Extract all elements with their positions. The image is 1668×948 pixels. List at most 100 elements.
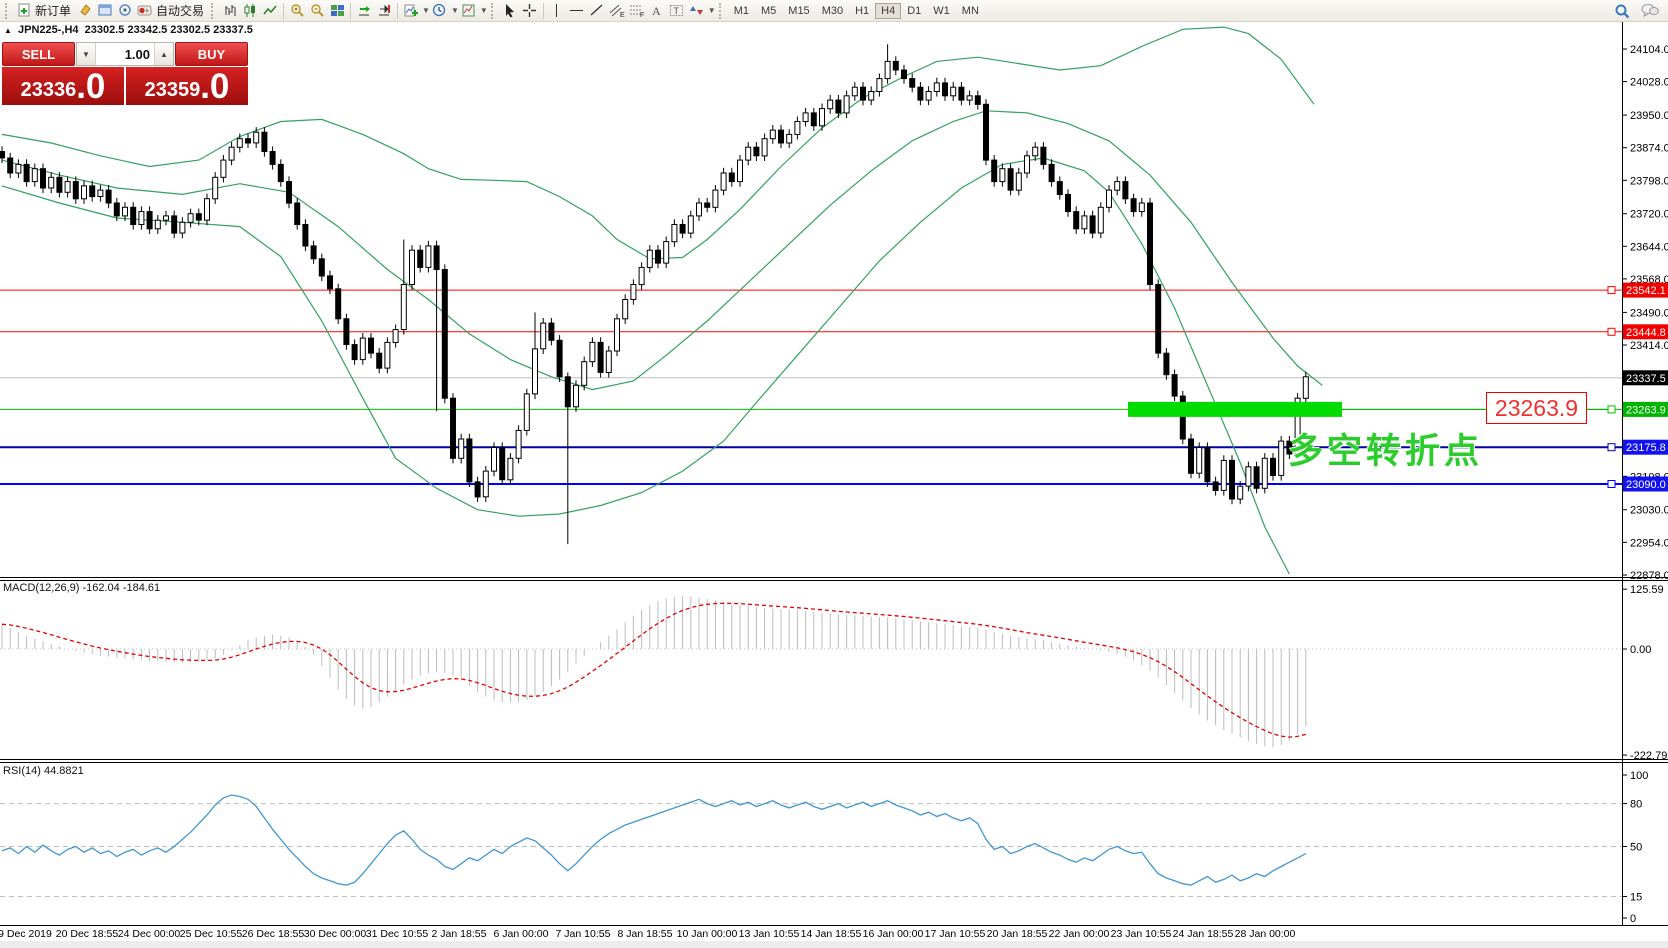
sell-price-frac: .0 [76,67,106,106]
svg-text:13 Jan 10:55: 13 Jan 10:55 [739,928,800,940]
svg-text:0.00: 0.00 [1630,644,1651,656]
candlestick-chart-icon[interactable] [240,2,260,20]
svg-text:9 Dec 2019: 9 Dec 2019 [0,928,52,940]
trendline-icon[interactable] [587,2,607,20]
tile-windows-icon[interactable] [327,2,347,20]
chat-icon[interactable] [1640,2,1660,20]
svg-text:80: 80 [1630,799,1642,811]
svg-text:23950.0: 23950.0 [1630,110,1668,122]
timeframe-m1-button[interactable]: M1 [728,3,755,19]
svg-text:17 Jan 10:55: 17 Jan 10:55 [925,928,986,940]
rsi-label: RSI(14) 44.8821 [3,765,84,777]
toolbar: 新订单 自动交易 [0,0,1668,22]
highlight-annotation [1128,401,1607,417]
styles-icon[interactable] [75,2,95,20]
templates-caret-icon[interactable]: ▼ [479,6,488,15]
svg-text:23644.0: 23644.0 [1630,241,1668,253]
arrows-icon[interactable] [687,2,707,20]
rsi-line [1,794,1307,886]
auto-scroll-icon[interactable] [354,2,374,20]
svg-text:16 Jan 00:00: 16 Jan 00:00 [863,928,924,940]
indicators-icon[interactable] [401,2,421,20]
toolbar-grip [5,2,11,19]
svg-text:24028.0: 24028.0 [1630,77,1668,89]
svg-text:24104.0: 24104.0 [1630,44,1668,56]
svg-text:22 Jan 00:00: 22 Jan 00:00 [1049,928,1110,940]
indicators-caret-icon[interactable]: ▼ [422,6,430,15]
timeframe-d1-button[interactable]: D1 [901,3,927,19]
svg-text:22954.0: 22954.0 [1630,537,1668,549]
news-icon[interactable] [115,2,135,20]
toolbar-separator [542,2,544,19]
buy-button[interactable]: BUY [175,42,248,66]
symbol-ohlc: 23302.5 23342.5 23302.5 23337.5 [84,24,253,36]
macd-label: MACD(12,26,9) -162.04 -184.61 [3,582,161,594]
templates-icon[interactable] [459,2,479,20]
svg-text:T: T [674,6,680,16]
horizontal-line-icon[interactable] [567,2,587,20]
timeframe-m15-button[interactable]: M15 [782,3,815,19]
line-chart-icon[interactable] [260,2,280,20]
buy-price-display[interactable]: 23359 .0 [126,67,248,105]
text-label-icon[interactable]: T [667,2,687,20]
macd-panel [0,596,1622,748]
new-order-label[interactable]: 新订单 [35,4,72,18]
toolbar-grip [211,2,217,19]
market-watch-icon[interactable] [95,2,115,20]
sell-price-main: 23336 [20,79,77,101]
bollinger-bands [1,26,1323,575]
crosshair-icon[interactable] [520,2,540,20]
equidistant-channel-icon[interactable]: E [607,2,627,20]
svg-text:23490.0: 23490.0 [1630,307,1668,319]
svg-text:23263.9: 23263.9 [1626,404,1666,416]
symbol-direction-icon: ▲ [4,26,12,35]
svg-text:23090.0: 23090.0 [1626,479,1666,491]
zoom-in-icon[interactable] [287,2,307,20]
svg-text:2 Jan 18:55: 2 Jan 18:55 [432,928,487,940]
svg-text:23030.0: 23030.0 [1630,505,1668,517]
svg-text:23542.1: 23542.1 [1626,285,1666,297]
search-icon[interactable] [1612,2,1632,20]
toolbar-grip [490,2,497,19]
periods-caret-icon[interactable]: ▼ [450,6,459,15]
new-order-icon[interactable] [14,2,34,20]
symbol-bar: ▲ JPN225-,H4 23302.5 23342.5 23302.5 233… [4,24,253,36]
sell-button[interactable]: SELL [2,42,75,66]
bar-chart-icon[interactable] [220,2,240,20]
svg-text:23 Jan 10:55: 23 Jan 10:55 [1111,928,1172,940]
timeframe-mn-button[interactable]: MN [956,3,985,19]
timeframe-h1-button[interactable]: H1 [849,3,875,19]
svg-text:F: F [640,12,644,18]
svg-text:23798.0: 23798.0 [1630,175,1668,187]
svg-text:23414.0: 23414.0 [1630,340,1668,352]
vertical-line-icon[interactable] [547,2,567,20]
chart-canvas[interactable]: 24104.0 24028.0 23950.0 23874.0 23798.0 23720… [0,22,1668,948]
timeframe-w1-button[interactable]: W1 [927,3,956,19]
arrows-caret-icon[interactable]: ▼ [707,6,716,15]
zoom-out-icon[interactable] [307,2,327,20]
svg-text:7 Jan 10:55: 7 Jan 10:55 [556,928,611,940]
svg-text:25 Dec 10:55: 25 Dec 10:55 [180,928,243,940]
timeframe-m30-button[interactable]: M30 [816,3,849,19]
fibonacci-icon[interactable]: F [627,2,647,20]
chart-shift-icon[interactable] [374,2,394,20]
text-icon[interactable]: A [647,2,667,20]
autotrading-label[interactable]: 自动交易 [156,4,205,18]
cursor-icon[interactable] [500,2,520,20]
svg-text:10 Jan 00:00: 10 Jan 00:00 [677,928,738,940]
sell-price-display[interactable]: 23336 .0 [2,67,124,105]
autotrading-icon[interactable] [135,2,155,20]
price-callout-box: 23263.9 [1486,392,1587,424]
buy-price-frac: .0 [200,67,230,106]
timeframe-m5-button[interactable]: M5 [755,3,782,19]
volume-decrease-button[interactable]: ▼ [77,43,96,65]
svg-text:23337.5: 23337.5 [1626,373,1666,385]
volume-increase-button[interactable]: ▲ [154,43,173,65]
svg-text:28 Jan 00:00: 28 Jan 00:00 [1235,928,1296,940]
svg-text:24 Jan 18:55: 24 Jan 18:55 [1173,928,1234,940]
timeframe-h4-button[interactable]: H4 [875,2,902,19]
svg-text:26 Dec 18:55: 26 Dec 18:55 [242,928,305,940]
periods-clock-icon[interactable] [430,2,450,20]
volume-input[interactable] [96,43,154,65]
